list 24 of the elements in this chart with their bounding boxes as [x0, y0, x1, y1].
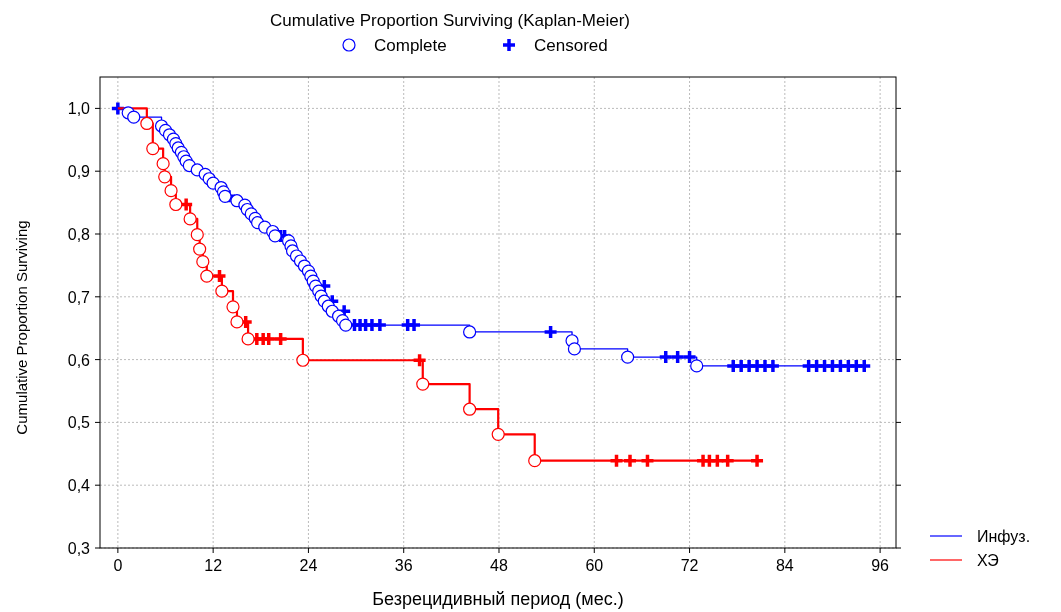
legend-label: Инфуз.: [977, 528, 1031, 545]
x-tick-label: 36: [394, 557, 413, 574]
legend-label: ХЭ: [977, 552, 999, 569]
x-tick-label: 72: [680, 557, 699, 574]
x-axis-title: Безрецидивный период (мес.): [372, 589, 624, 609]
y-tick-label: 0,5: [67, 414, 91, 432]
x-tick-label: 96: [871, 557, 890, 574]
y-tick-label: 0,3: [67, 540, 91, 557]
x-tick-label: 84: [775, 557, 794, 574]
x-tick-label: 60: [585, 557, 604, 574]
x-tick-label: 12: [204, 557, 223, 574]
legend-label: Complete: [374, 36, 447, 55]
y-tick-label: 0,4: [67, 477, 91, 495]
y-axis-title: Cumulative Proportion Surviving: [13, 220, 30, 435]
y-tick-label: 0,9: [67, 163, 91, 181]
x-tick-label: 24: [299, 557, 318, 574]
y-tick-label: 0,6: [67, 351, 91, 369]
y-tick-label: 1,0: [67, 100, 91, 118]
x-tick-label: 0: [113, 557, 123, 574]
legend-label: Censored: [534, 36, 608, 55]
y-tick-label: 0,8: [67, 226, 91, 243]
x-tick-label: 48: [490, 557, 508, 574]
chart-title: Cumulative Proportion Surviving (Kaplan-Meier): [270, 11, 630, 30]
y-tick-label: 0,7: [67, 288, 91, 306]
